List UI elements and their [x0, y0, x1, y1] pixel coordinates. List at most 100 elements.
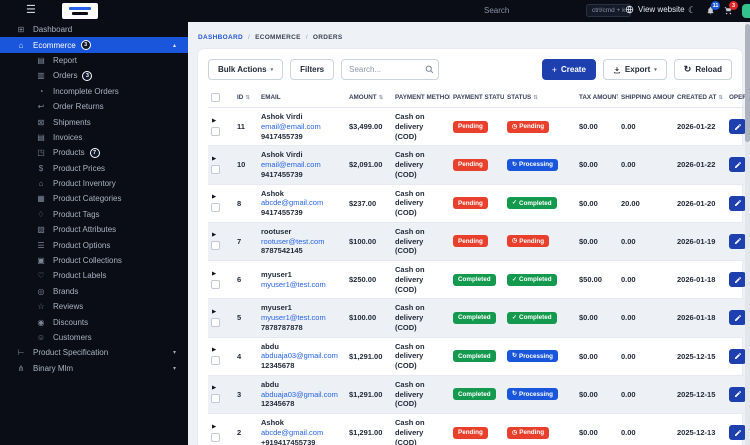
expand-row-icon[interactable]: ▶ — [212, 309, 231, 315]
tax-amount: $0.00 — [576, 146, 618, 184]
column-header-payment-status[interactable]: PAYMENT STATUS⇅ — [450, 89, 504, 108]
sidebar-item-products[interactable]: ◳Products7 — [0, 145, 188, 160]
customer-email-link[interactable]: abduaja03@gmail.com — [261, 351, 343, 361]
row-checkbox[interactable] — [211, 127, 220, 136]
edit-button[interactable] — [729, 310, 746, 325]
edit-button[interactable] — [729, 425, 746, 440]
sidebar-item-product-labels[interactable]: ♡Product Labels — [0, 268, 188, 283]
sidebar-item-binary-mlm[interactable]: ⋔Binary Mlm▾ — [0, 361, 188, 376]
customer-email-link[interactable]: abcde@gmail.com — [261, 428, 343, 438]
sidebar-item-report[interactable]: ▤Report — [0, 53, 188, 68]
sidebar-item-product-specification[interactable]: ⊢Product Specification▾ — [0, 345, 188, 360]
row-checkbox[interactable] — [211, 356, 220, 365]
sidebar-item-brands[interactable]: ◎ Brands — [0, 284, 188, 299]
expand-row-icon[interactable]: ▶ — [212, 424, 231, 430]
column-header-shipping-amount[interactable]: SHIPPING AMOUNT⇅ — [618, 89, 674, 108]
customer-email-link[interactable]: email@email.com — [261, 160, 343, 170]
sidebar-item-shipments[interactable]: ⊠Shipments — [0, 114, 188, 129]
sidebar-item-reviews[interactable]: ☆Reviews — [0, 299, 188, 314]
pencil-icon — [734, 237, 742, 245]
customer-email-link[interactable]: myuser1@test.com — [261, 280, 343, 290]
select-all-checkbox[interactable] — [211, 93, 220, 102]
sort-icon[interactable]: ⇅ — [379, 95, 384, 101]
notification-count-badge: 11 — [711, 1, 720, 10]
bulk-actions-button[interactable]: Bulk Actions▾ — [208, 59, 283, 80]
expand-row-icon[interactable]: ▶ — [212, 232, 231, 238]
sidebar-item-product-attributes[interactable]: ▧Product Attributes — [0, 222, 188, 237]
edit-button[interactable] — [729, 349, 746, 364]
row-checkbox[interactable] — [211, 318, 220, 327]
app-logo[interactable] — [62, 3, 98, 19]
expand-row-icon[interactable]: ▶ — [212, 385, 231, 391]
edit-button[interactable] — [729, 157, 746, 172]
row-checkbox[interactable] — [211, 203, 220, 212]
sort-icon[interactable]: ⇅ — [245, 95, 250, 101]
edit-button[interactable] — [729, 272, 746, 287]
expand-row-icon[interactable]: ▶ — [212, 156, 231, 162]
scrollbar-thumb[interactable] — [745, 24, 750, 142]
sidebar-item-dashboard[interactable]: ⊞Dashboard — [0, 22, 188, 37]
column-header-payment-method[interactable]: PAYMENT METHOD⇅ — [392, 89, 450, 108]
row-checkbox[interactable] — [211, 165, 220, 174]
filters-button[interactable]: Filters — [290, 59, 334, 80]
global-search-input[interactable]: Search — [484, 6, 509, 15]
column-header-email: EMAIL — [258, 89, 346, 108]
sidebar-item-label: Brands — [53, 287, 78, 296]
edit-button[interactable] — [729, 119, 746, 134]
user-avatar[interactable] — [742, 4, 750, 18]
breadcrumb-dashboard[interactable]: DASHBOARD — [198, 34, 243, 41]
sort-icon[interactable]: ⇅ — [718, 95, 723, 101]
sidebar-item-product-collections[interactable]: ▣Product Collections — [0, 253, 188, 268]
dark-mode-icon[interactable]: ☾ — [688, 5, 696, 16]
sort-icon[interactable]: ⇅ — [533, 95, 538, 101]
row-checkbox[interactable] — [211, 241, 220, 250]
customer-email-link[interactable]: email@email.com — [261, 122, 343, 132]
column-header-tax-amount[interactable]: TAX AMOUNT⇅ — [576, 89, 618, 108]
view-website-link[interactable]: View website — [625, 5, 685, 14]
create-label: Create — [561, 65, 586, 74]
reload-button[interactable]: ↻Reload — [674, 59, 732, 80]
sidebar-item-incomplete-orders[interactable]: ◔Incomplete Orders — [0, 84, 188, 99]
product-attributes-icon: ▧ — [36, 225, 46, 234]
status-badge: ◷Pending — [507, 121, 549, 133]
sidebar-item-product-inventory[interactable]: ⌂Product Inventory — [0, 176, 188, 191]
expand-row-icon[interactable]: ▶ — [212, 118, 231, 124]
column-header-amount[interactable]: AMOUNT⇅ — [346, 89, 392, 108]
sidebar-item-product-options[interactable]: ☰Product Options — [0, 237, 188, 252]
sidebar-item-order-returns[interactable]: ↩Order Returns — [0, 99, 188, 114]
row-checkbox[interactable] — [211, 394, 220, 403]
sidebar-item-discounts[interactable]: ◉Discounts — [0, 314, 188, 329]
page-scrollbar[interactable] — [745, 22, 750, 445]
sidebar-item-customers[interactable]: ☺Customers — [0, 330, 188, 345]
row-checkbox[interactable] — [211, 433, 220, 442]
breadcrumb-ecommerce[interactable]: ECOMMERCE — [255, 34, 301, 41]
edit-button[interactable] — [729, 387, 746, 402]
customer-email-link[interactable]: abcde@gmail.com — [261, 198, 343, 208]
table-toolbar: Bulk Actions▾ Filters +Create Export▾ ↻R… — [208, 59, 732, 80]
export-button[interactable]: Export▾ — [603, 59, 667, 80]
edit-button[interactable] — [729, 196, 746, 211]
create-button[interactable]: +Create — [542, 59, 596, 80]
sidebar-item-orders[interactable]: ▥Orders3 — [0, 68, 188, 83]
sidebar-item-label: Product Collections — [53, 256, 122, 265]
customer-email-link[interactable]: myuser1@test.com — [261, 313, 343, 323]
expand-row-icon[interactable]: ▶ — [212, 271, 231, 277]
customer-email-link[interactable]: abduaja03@gmail.com — [261, 390, 343, 400]
created-at: 2025-12-15 — [674, 337, 726, 375]
customer-email-link[interactable]: rootuser@test.com — [261, 237, 343, 247]
created-at: 2026-01-22 — [674, 146, 726, 184]
sidebar-item-product-categories[interactable]: ▦Product Categories — [0, 191, 188, 206]
sidebar-item-product-tags[interactable]: ♢Product Tags — [0, 207, 188, 222]
row-checkbox[interactable] — [211, 280, 220, 289]
expand-row-icon[interactable]: ▶ — [212, 194, 231, 200]
sidebar-item-invoices[interactable]: ▤Invoices — [0, 130, 188, 145]
brands-icon: ◎ — [36, 287, 46, 296]
edit-button[interactable] — [729, 234, 746, 249]
menu-toggle-icon[interactable]: ☰ — [26, 5, 36, 16]
column-header-id[interactable]: ID⇅ — [234, 89, 258, 108]
column-header-created-at[interactable]: CREATED AT⇅ — [674, 89, 726, 108]
column-header-status[interactable]: STATUS⇅ — [504, 89, 576, 108]
sidebar-item-product-prices[interactable]: $Product Prices — [0, 161, 188, 176]
sidebar-item-ecommerce[interactable]: ⌂Ecommerce3▴ — [0, 37, 188, 52]
expand-row-icon[interactable]: ▶ — [212, 347, 231, 353]
